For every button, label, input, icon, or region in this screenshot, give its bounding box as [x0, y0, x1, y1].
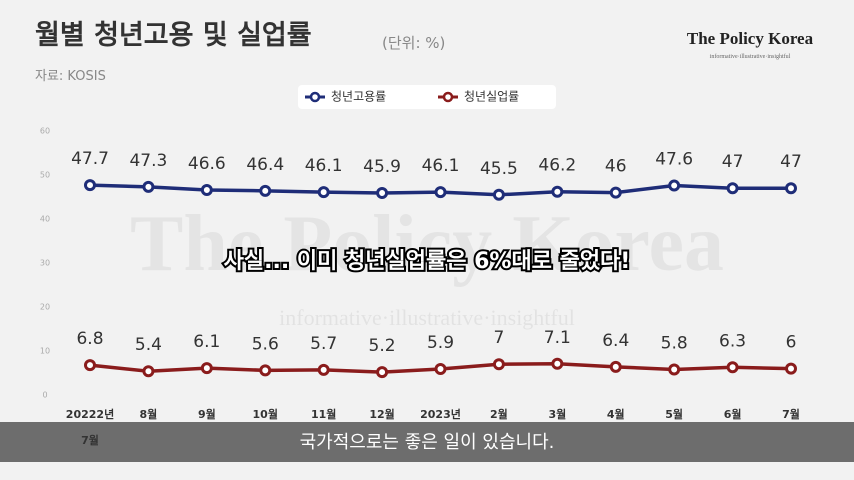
legend-marker — [309, 91, 321, 103]
x-tick-label: 5월 — [665, 408, 684, 421]
y-tick-label: 10 — [40, 347, 50, 356]
data-label: 6.4 — [602, 331, 629, 351]
x-tick-label: 4월 — [606, 408, 625, 421]
data-label: 6.3 — [719, 331, 746, 351]
x-tick-label: 6월 — [723, 408, 742, 421]
data-label: 6.8 — [76, 329, 103, 349]
data-label: 6 — [786, 333, 797, 353]
data-label: 45.9 — [363, 157, 401, 177]
point — [726, 361, 739, 374]
x-tick-label: 2월 — [490, 408, 508, 421]
point — [259, 184, 272, 197]
point — [376, 187, 389, 200]
point — [492, 358, 505, 371]
point — [668, 363, 681, 376]
point — [84, 179, 96, 192]
data-label: 47.7 — [71, 149, 109, 169]
y-tick-label: 20 — [40, 303, 50, 312]
legend-box — [298, 85, 556, 109]
point — [376, 366, 389, 379]
brand-name: The Policy Korea — [687, 29, 814, 48]
legend-label: 청년실업률 — [464, 90, 519, 104]
data-label: 47 — [780, 152, 802, 172]
watermark-tagline: informative·illustrative·insightful — [279, 305, 575, 330]
point — [785, 182, 797, 195]
title: 월별 청년고용 및 실업률 — [35, 20, 312, 51]
point — [434, 363, 447, 376]
point — [785, 362, 797, 375]
x-tick-label: 9월 — [197, 408, 216, 421]
point — [434, 186, 447, 199]
source: 자료: KOSIS — [35, 69, 106, 84]
point — [259, 364, 272, 377]
point — [317, 186, 330, 199]
point — [551, 185, 564, 198]
x-tick-label: 11월 — [310, 408, 337, 421]
point — [200, 183, 213, 196]
caption: 사실... 이미 청년실업률은 6%대로 줄었다! — [224, 249, 631, 274]
data-label: 5.6 — [252, 334, 279, 354]
data-label: 46.4 — [246, 155, 284, 175]
data-label: 6.1 — [193, 332, 220, 352]
subtitle-bar — [0, 422, 854, 462]
data-label: 46.6 — [188, 154, 226, 174]
data-label: 5.7 — [310, 334, 337, 354]
data-label: 5.2 — [369, 336, 396, 356]
x-tick-label: 12월 — [369, 408, 395, 421]
data-label: 46.1 — [422, 156, 460, 176]
data-label: 46.1 — [305, 156, 343, 176]
y-tick-label: 0 — [42, 391, 47, 400]
data-label: 47 — [722, 152, 744, 172]
data-label: 46 — [605, 157, 627, 177]
point — [142, 180, 155, 193]
point — [551, 357, 564, 370]
point — [726, 182, 739, 195]
point — [317, 363, 330, 376]
brand-tagline: informative·illustrative·insightful — [710, 53, 791, 60]
point — [609, 360, 622, 373]
point — [492, 188, 505, 201]
x-tick-label: 8월 — [139, 408, 158, 421]
x-tick-label: 7월 — [782, 408, 800, 421]
data-label: 5.8 — [661, 333, 688, 353]
data-label: 5.9 — [427, 333, 454, 353]
x-tick-label: 10월 — [252, 408, 278, 421]
legend-label: 청년고용률 — [331, 90, 386, 104]
legend-marker — [442, 91, 454, 103]
point — [609, 186, 622, 199]
data-label: 5.4 — [135, 335, 162, 355]
watermark: The Policy Korea — [130, 200, 724, 288]
subtitle: 국가적으로는 좋은 일이 있습니다. — [300, 432, 555, 453]
data-label: 47.3 — [129, 151, 167, 171]
y-tick-label: 30 — [40, 259, 50, 268]
point — [142, 365, 155, 378]
x-tick-label: 20222년 7월 — [65, 408, 115, 447]
unit: (단위: %) — [382, 34, 445, 52]
point — [84, 359, 96, 372]
data-label: 47.6 — [655, 150, 693, 170]
data-label: 45.5 — [480, 159, 518, 179]
x-tick-label: 2023년 — [420, 408, 461, 421]
data-label: 46.2 — [538, 156, 576, 176]
y-tick-label: 60 — [40, 127, 50, 136]
y-tick-label: 50 — [40, 171, 50, 180]
data-label: 7.1 — [544, 328, 571, 348]
data-label: 7 — [494, 328, 505, 348]
point — [668, 179, 681, 192]
y-tick-label: 40 — [40, 215, 50, 224]
x-tick-label: 3월 — [548, 408, 567, 421]
point — [200, 362, 213, 375]
